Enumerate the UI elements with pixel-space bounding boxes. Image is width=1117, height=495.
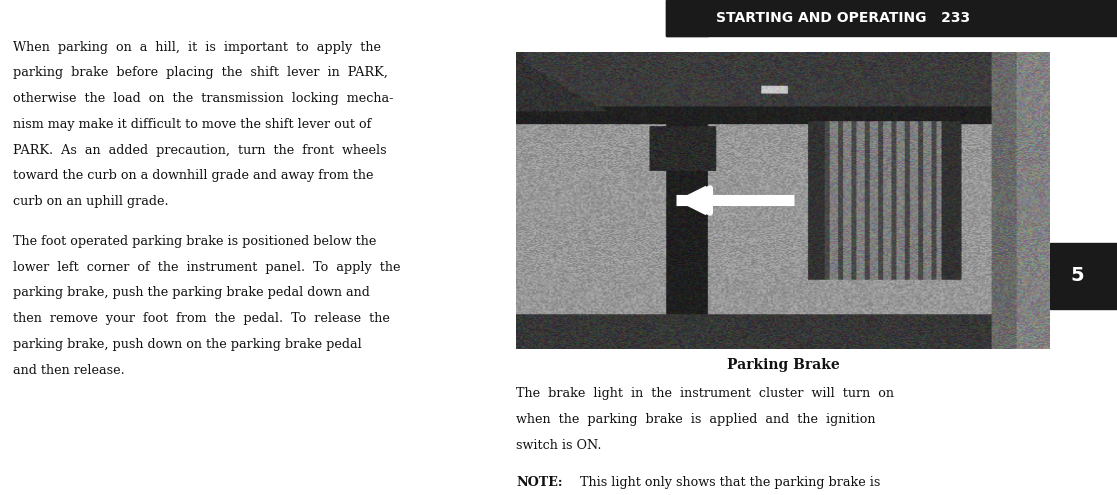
Text: parking  brake  before  placing  the  shift  lever  in  PARK,: parking brake before placing the shift l…	[13, 66, 389, 79]
Text: The  brake  light  in  the  instrument  cluster  will  turn  on: The brake light in the instrument cluste…	[516, 388, 894, 400]
Text: NOTE:: NOTE:	[516, 476, 563, 489]
Bar	[666, 0, 708, 36]
Text: STARTING AND OPERATING   233: STARTING AND OPERATING 233	[716, 11, 971, 25]
Text: toward the curb on a downhill grade and away from the: toward the curb on a downhill grade and …	[13, 169, 374, 182]
Text: 5: 5	[1070, 266, 1083, 286]
Text: The foot operated parking brake is positioned below the: The foot operated parking brake is posit…	[13, 235, 376, 248]
Text: and then release.: and then release.	[13, 364, 125, 377]
Bar	[1050, 243, 1117, 309]
FancyArrowPatch shape	[685, 188, 791, 213]
Text: lower  left  corner  of  the  instrument  panel.  To  apply  the: lower left corner of the instrument pane…	[13, 261, 401, 274]
Text: nism may make it difficult to move the shift lever out of: nism may make it difficult to move the s…	[13, 118, 372, 131]
Text: This light only shows that the parking brake is: This light only shows that the parking b…	[572, 476, 880, 489]
FancyArrowPatch shape	[678, 187, 781, 214]
Bar	[666, 0, 1117, 36]
Text: parking brake, push down on the parking brake pedal: parking brake, push down on the parking …	[13, 338, 362, 351]
Text: then  remove  your  foot  from  the  pedal.  To  release  the: then remove your foot from the pedal. To…	[13, 312, 390, 325]
Text: otherwise  the  load  on  the  transmission  locking  mecha-: otherwise the load on the transmission l…	[13, 92, 394, 105]
Text: When  parking  on  a  hill,  it  is  important  to  apply  the: When parking on a hill, it is important …	[13, 41, 381, 53]
Text: parking brake, push the parking brake pedal down and: parking brake, push the parking brake pe…	[13, 287, 370, 299]
Text: when  the  parking  brake  is  applied  and  the  ignition: when the parking brake is applied and th…	[516, 413, 876, 426]
Text: switch is ON.: switch is ON.	[516, 439, 602, 452]
Text: curb on an uphill grade.: curb on an uphill grade.	[13, 195, 169, 208]
Text: Parking Brake: Parking Brake	[727, 358, 839, 372]
Text: PARK.  As  an  added  precaution,  turn  the  front  wheels: PARK. As an added precaution, turn the f…	[13, 144, 386, 156]
Text: 81ef6f1e: 81ef6f1e	[1006, 338, 1047, 347]
